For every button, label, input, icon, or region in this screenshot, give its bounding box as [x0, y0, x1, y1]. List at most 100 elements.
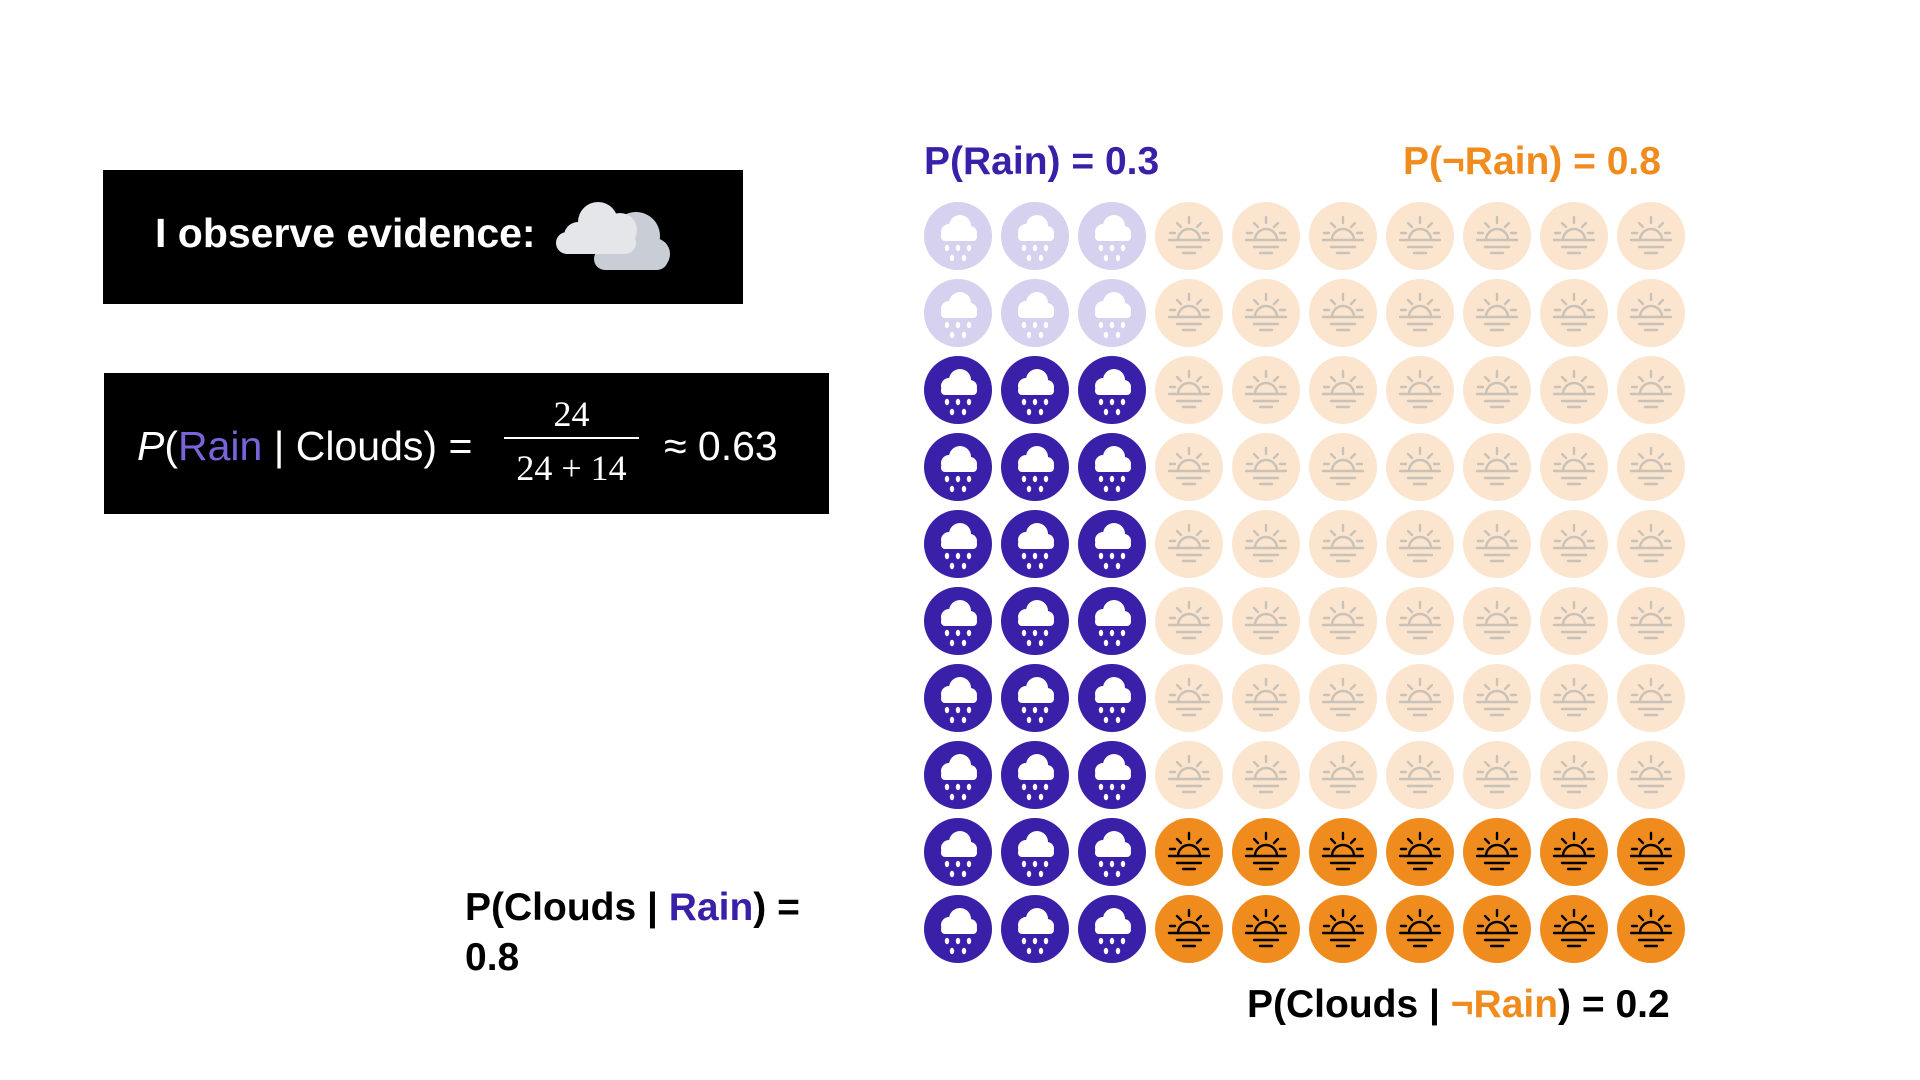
clouds-given-notrain-notrain: ¬Rain [1450, 983, 1559, 1026]
sun-token-circle [1617, 741, 1685, 809]
sun-token-circle [1463, 741, 1531, 809]
sun-token-circle [1155, 741, 1223, 809]
sun-token-circle [1155, 818, 1223, 886]
sun-token-faded [1386, 664, 1454, 732]
rain-cloud-glyph [1095, 600, 1131, 647]
rain-cloud-glyph [941, 831, 977, 878]
rain-cloud-glyph [1095, 215, 1131, 262]
rain-cloud-glyph [1095, 831, 1131, 878]
sun-token-circle [1617, 510, 1685, 578]
sun-token-faded [1309, 356, 1377, 424]
sunrise-glyph [1398, 215, 1442, 255]
sun-token-faded [1232, 664, 1300, 732]
sun-token-circle [1617, 587, 1685, 655]
clouds-given-notrain-suffix: ) = 0.2 [1558, 983, 1670, 1026]
rain-token [1078, 356, 1146, 424]
sun-token [1617, 818, 1685, 886]
rain-cloud-glyph [1018, 831, 1054, 878]
formula-p: P [137, 423, 165, 469]
sun-token-faded [1386, 356, 1454, 424]
sunrise-glyph [1321, 446, 1365, 486]
rain-token [924, 587, 992, 655]
sunrise-glyph [1629, 600, 1673, 640]
rain-token [1078, 741, 1146, 809]
rain-cloud-glyph [941, 600, 977, 647]
sunrise-glyph [1475, 831, 1519, 871]
sun-token-circle [1232, 664, 1300, 732]
rain-prior-label: P(Rain) = 0.3 [924, 140, 1160, 183]
sun-token-faded [1155, 510, 1223, 578]
weather-grid [924, 202, 1688, 966]
sun-token-circle [1386, 664, 1454, 732]
rain-cloud-glyph [941, 908, 977, 955]
sun-token-circle [1386, 279, 1454, 347]
sun-token-circle [1617, 895, 1685, 963]
sun-token-faded [1540, 587, 1608, 655]
sun-token-faded [1309, 510, 1377, 578]
sunrise-glyph [1475, 292, 1519, 332]
sunrise-glyph [1244, 215, 1288, 255]
sunrise-glyph [1552, 908, 1596, 948]
sun-token-faded [1155, 587, 1223, 655]
sun-token-circle [1463, 356, 1531, 424]
sun-token-circle [1155, 356, 1223, 424]
sunrise-glyph [1244, 677, 1288, 717]
sun-token-faded [1232, 279, 1300, 347]
sun-token-faded [1540, 356, 1608, 424]
sun-token [1386, 818, 1454, 886]
rain-cloud-glyph [1095, 754, 1131, 801]
sun-token-faded [1309, 279, 1377, 347]
sunrise-glyph [1321, 369, 1365, 409]
rain-cloud-glyph [941, 677, 977, 724]
sun-token-faded [1386, 279, 1454, 347]
sun-token [1386, 895, 1454, 963]
sun-token-faded [1540, 741, 1608, 809]
sunrise-glyph [1244, 369, 1288, 409]
rain-cloud-glyph [1018, 292, 1054, 339]
rain-cloud-glyph [941, 754, 977, 801]
sun-token-circle [1617, 664, 1685, 732]
sun-token-circle [1386, 587, 1454, 655]
sun-token-circle [1232, 587, 1300, 655]
sun-token-circle [1155, 279, 1223, 347]
sun-token-circle [1309, 741, 1377, 809]
sun-token-circle [1386, 510, 1454, 578]
sunrise-glyph [1167, 446, 1211, 486]
sunrise-glyph [1475, 600, 1519, 640]
sun-token-faded [1309, 433, 1377, 501]
sun-token-faded [1232, 587, 1300, 655]
sunrise-glyph [1398, 292, 1442, 332]
sun-token-circle [1463, 818, 1531, 886]
sunrise-glyph [1398, 446, 1442, 486]
sunrise-glyph [1475, 754, 1519, 794]
rain-cloud-glyph [1095, 292, 1131, 339]
sun-token-circle [1309, 202, 1377, 270]
sunrise-glyph [1321, 754, 1365, 794]
sun-token-faded [1232, 741, 1300, 809]
sunrise-glyph [1629, 369, 1673, 409]
sun-token-faded [1617, 356, 1685, 424]
sun-token-faded [1155, 433, 1223, 501]
sun-token-circle [1540, 895, 1608, 963]
sunrise-glyph [1167, 754, 1211, 794]
sun-token-circle [1386, 356, 1454, 424]
formula-approx: ≈ 0.63 [664, 423, 778, 469]
rain-token [1001, 510, 1069, 578]
sun-token-circle [1309, 279, 1377, 347]
sun-token-circle [1232, 895, 1300, 963]
sun-token-faded [1463, 741, 1531, 809]
sun-token-faded [1463, 587, 1531, 655]
sun-token [1155, 818, 1223, 886]
sun-token-faded [1386, 510, 1454, 578]
rain-token [1001, 818, 1069, 886]
sunrise-glyph [1629, 908, 1673, 948]
sunrise-glyph [1321, 831, 1365, 871]
sunrise-glyph [1167, 292, 1211, 332]
sun-token-faded [1617, 510, 1685, 578]
rain-token [1078, 664, 1146, 732]
rain-cloud-glyph [1018, 600, 1054, 647]
sunrise-glyph [1552, 215, 1596, 255]
rain-cloud-glyph [1095, 369, 1131, 416]
sun-token-faded [1463, 202, 1531, 270]
clouds-given-rain-value: 0.8 [465, 936, 520, 979]
